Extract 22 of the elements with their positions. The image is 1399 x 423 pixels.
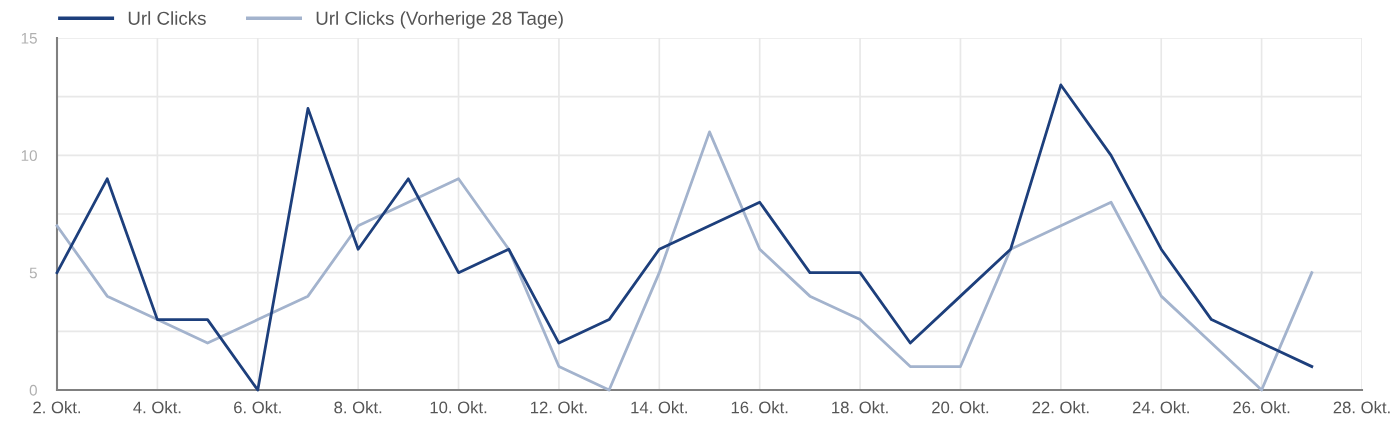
x-tick-label: 26. Okt. [1233, 401, 1290, 414]
x-tick-label: 4. Okt. [133, 401, 181, 414]
x-tick-label: 22. Okt. [1032, 401, 1089, 414]
line-series [55, 83, 1314, 392]
x-tick-label: 12. Okt. [531, 401, 587, 414]
x-tick-label: 6. Okt. [234, 401, 281, 414]
y-tick-label: 5 [29, 267, 37, 279]
y-tick-label: 0 [29, 384, 37, 396]
x-tick-label: 24. Okt. [1132, 401, 1189, 414]
x-tick-label: 14. Okt. [631, 401, 687, 414]
x-tick-label: 28. Okt. [1333, 401, 1390, 414]
x-tick-label: 8. Okt. [334, 401, 382, 414]
legend-label: Url Clicks [128, 11, 206, 25]
x-tick-label: 10. Okt. [430, 401, 487, 414]
legend-label: Url Clicks (Vorherige 28 Tage) [316, 11, 563, 29]
y-tick-label: 10 [21, 150, 37, 162]
y-tick-label: 15 [21, 33, 37, 44]
x-tick-label: 16. Okt. [731, 401, 788, 414]
line-series [55, 130, 1314, 392]
x-tick-label: 20. Okt. [932, 401, 989, 414]
x-tick-label: 2. Okt. [33, 401, 81, 414]
x-tick-label: 18. Okt. [832, 401, 888, 414]
